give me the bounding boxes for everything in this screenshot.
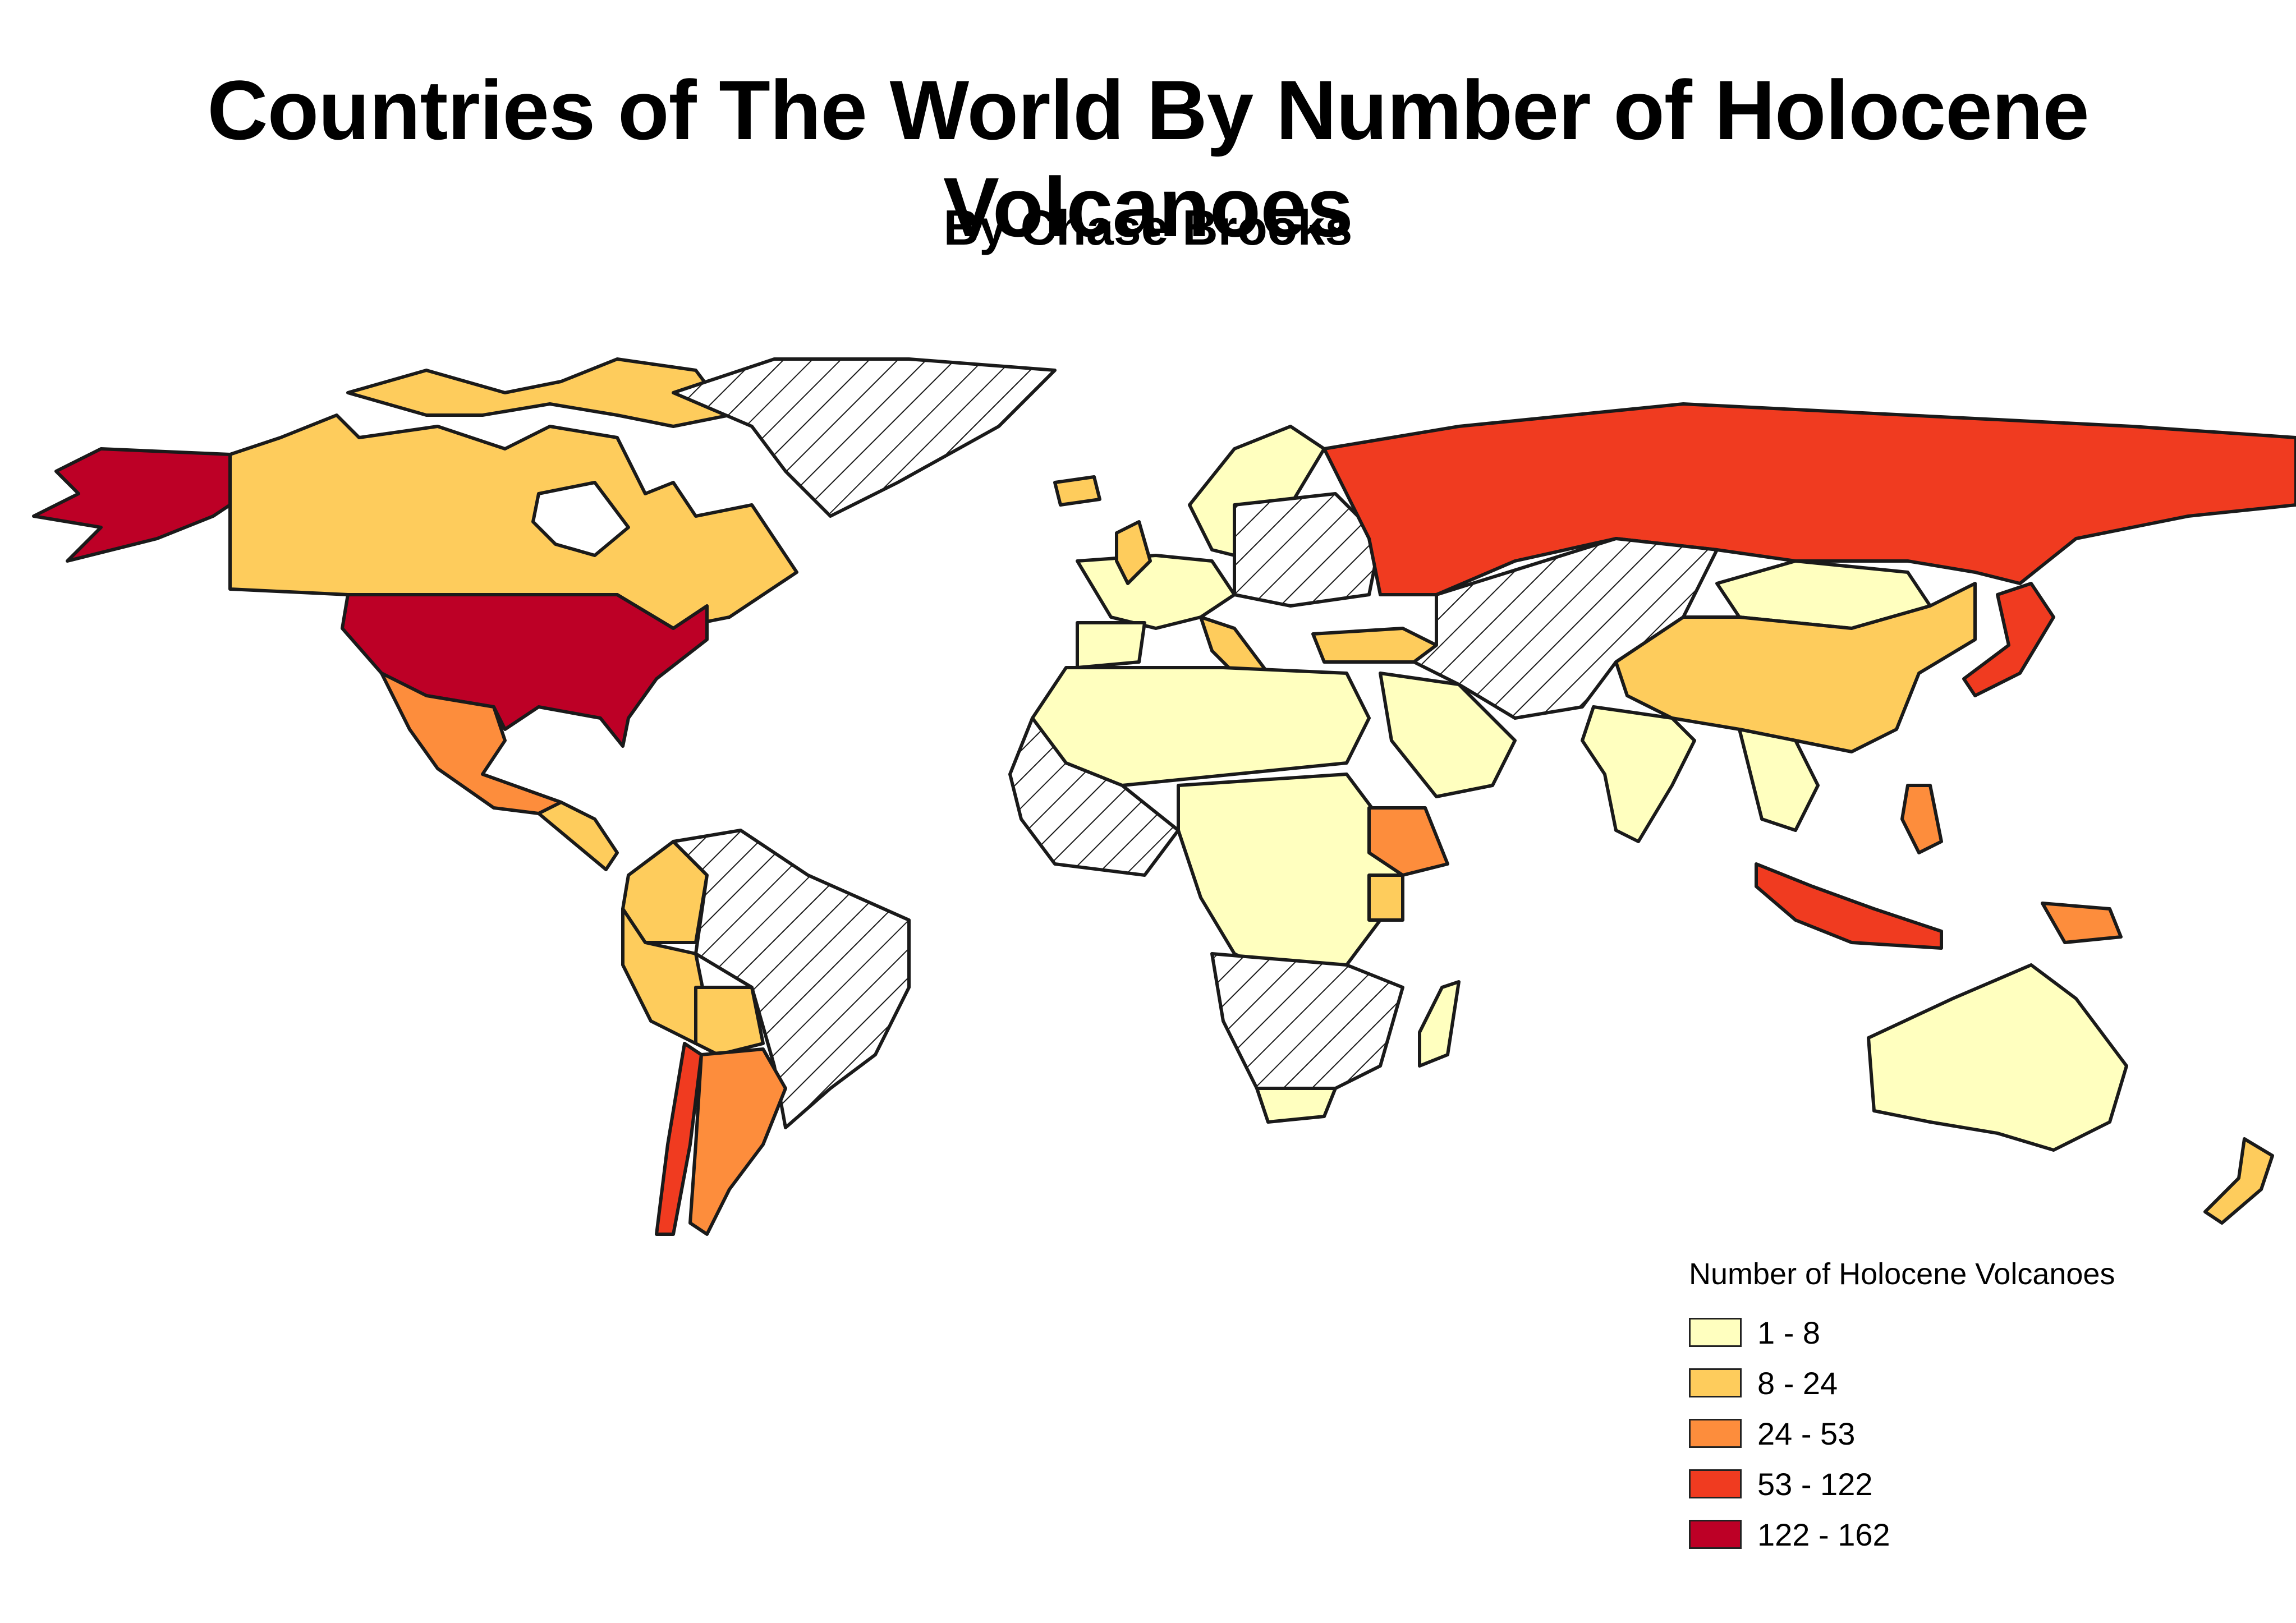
- country-india: [1581, 705, 1696, 843]
- country-scandinavia: [1188, 425, 1326, 563]
- legend-swatch: [1689, 1419, 1742, 1448]
- country-australia: [1867, 963, 2128, 1152]
- country-bolivia: [694, 986, 765, 1056]
- country-southeast-asia: [1738, 728, 1820, 832]
- country-spain: [1076, 621, 1146, 669]
- country-central-asia: [1412, 537, 1719, 720]
- country-arabian-peninsula: [1379, 672, 1517, 798]
- country-kenya: [1367, 873, 1404, 922]
- country-brazil: [672, 829, 911, 1129]
- country-europe-west: [1076, 554, 1236, 630]
- country-china: [1614, 582, 1977, 753]
- legend-title: Number of Holocene Volcanoes: [1689, 1257, 2115, 1291]
- hudson-bay: [531, 481, 630, 557]
- country-ethiopia: [1367, 806, 1449, 877]
- country-indonesia: [1755, 862, 1943, 950]
- country-usa-alaska: [32, 447, 232, 563]
- country-philippines: [1900, 784, 1943, 854]
- country-north-africa: [1031, 666, 1371, 787]
- legend-swatch: [1689, 1318, 1742, 1347]
- legend-item: 8 - 24: [1689, 1358, 2115, 1408]
- legend: Number of Holocene Volcanoes 1 - 8 8 - 2…: [1689, 1257, 2115, 1560]
- country-usa: [341, 593, 709, 748]
- country-new-zealand: [2203, 1137, 2274, 1225]
- legend-item: 24 - 53: [1689, 1408, 2115, 1459]
- legend-swatch: [1689, 1469, 1742, 1498]
- country-iceland: [1053, 475, 1101, 507]
- country-greenland: [672, 357, 1057, 518]
- legend-label: 122 - 162: [1757, 1516, 1890, 1552]
- legend-swatch: [1689, 1520, 1742, 1549]
- legend-label: 1 - 8: [1757, 1314, 1821, 1350]
- legend-item: 1 - 8: [1689, 1307, 2115, 1358]
- country-eastern-europe: [1233, 492, 1382, 608]
- map-subtitle: By Chase Brooks: [943, 200, 1353, 255]
- legend-label: 53 - 122: [1757, 1466, 1873, 1502]
- country-japan: [1962, 582, 2055, 697]
- country-south-africa: [1255, 1087, 1337, 1124]
- country-central-america: [537, 801, 619, 871]
- country-madagascar: [1418, 980, 1461, 1068]
- country-uk: [1115, 520, 1152, 585]
- map-title: Countries of The World By Number of Holo…: [207, 63, 2089, 254]
- country-argentina: [688, 1047, 787, 1236]
- legend-item: 122 - 162: [1689, 1509, 2115, 1560]
- legend-label: 8 - 24: [1757, 1365, 1838, 1401]
- legend-item: 53 - 122: [1689, 1459, 2115, 1509]
- legend-label: 24 - 53: [1757, 1415, 1856, 1451]
- country-west-africa: [1008, 716, 1180, 877]
- country-papua-new-guinea: [2041, 902, 2123, 944]
- legend-swatch: [1689, 1368, 1742, 1397]
- country-southern-africa: [1210, 952, 1404, 1090]
